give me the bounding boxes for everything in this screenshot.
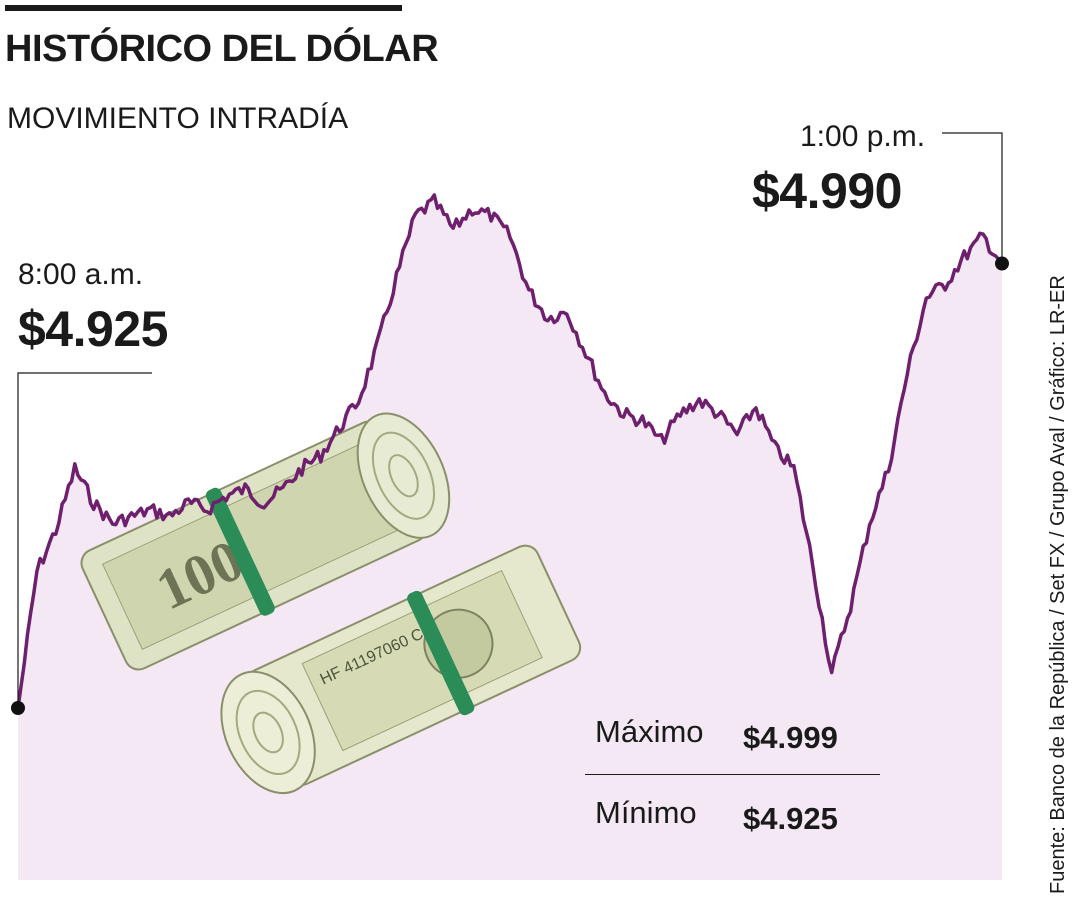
rolled-dollar-bills-illustration: 100 HF 41197060 C <box>80 412 582 795</box>
max-value: $4.999 <box>743 720 838 755</box>
max-label: Máximo <box>595 714 704 749</box>
page-subtitle: MOVIMIENTO INTRADÍA <box>7 102 349 135</box>
top-rule <box>5 5 402 11</box>
start-leader-line <box>17 372 152 708</box>
price-line <box>16 193 1004 709</box>
page-title: HISTÓRICO DEL DÓLAR <box>5 28 439 70</box>
source-note: Fuente: Banco de la República / Set FX /… <box>1047 275 1069 894</box>
start-time-label: 8:00 a.m. <box>18 258 144 291</box>
end-leader-line <box>942 132 1003 264</box>
end-time-label: 1:00 p.m. <box>800 120 926 153</box>
start-value-label: $4.925 <box>18 301 168 357</box>
start-point <box>11 701 25 715</box>
stats-divider <box>585 774 880 775</box>
end-value-label: $4.990 <box>752 163 902 219</box>
min-label: Mínimo <box>595 795 697 830</box>
min-value: $4.925 <box>743 801 838 836</box>
end-point <box>995 256 1009 271</box>
